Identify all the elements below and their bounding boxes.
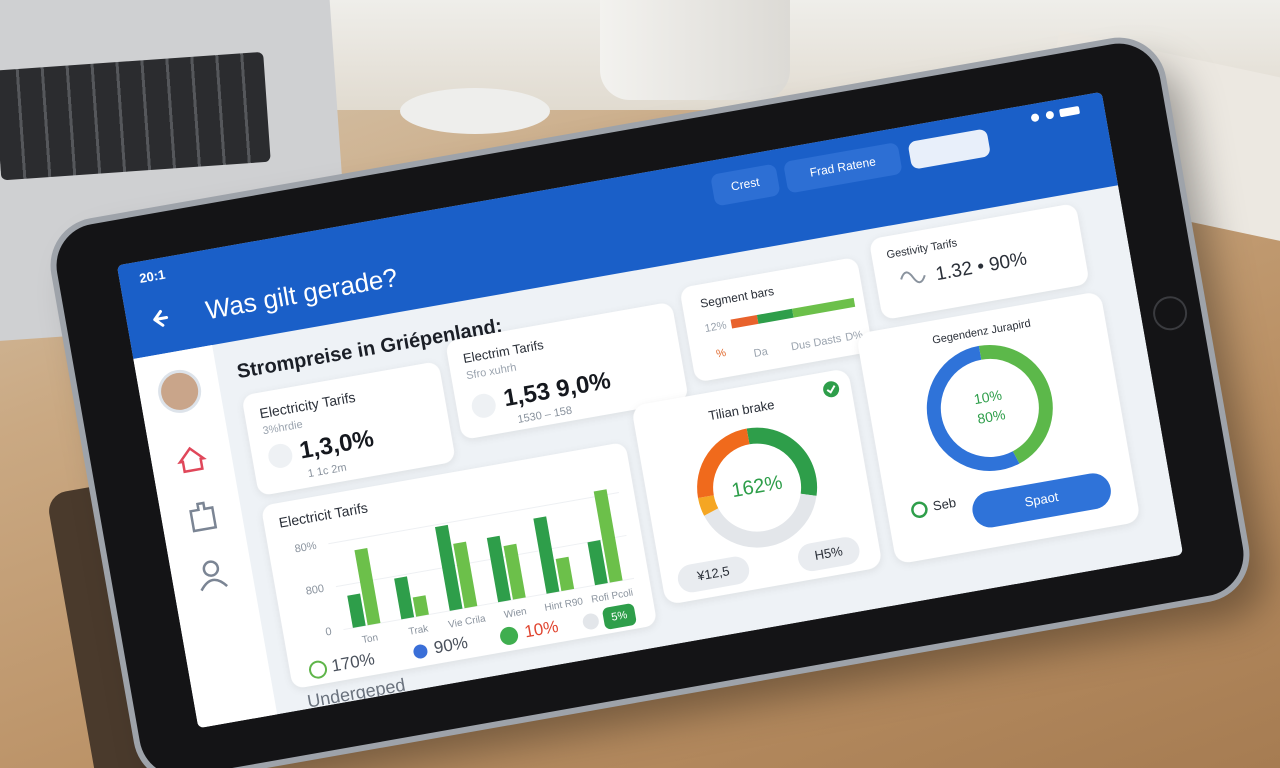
user-icon[interactable]: [197, 560, 229, 592]
home-icon[interactable]: [177, 446, 207, 474]
grid-line: [343, 577, 635, 631]
avatar[interactable]: [156, 368, 202, 414]
segment: [730, 314, 759, 329]
card-label: Da: [753, 346, 770, 360]
pill-button[interactable]: H5%: [796, 535, 862, 573]
y-tick-label: 800: [305, 583, 325, 598]
keyboard: [0, 51, 271, 181]
button-label: Spaot: [1023, 489, 1059, 510]
grid-line: [335, 534, 627, 588]
mouse: [400, 88, 550, 134]
donut-segment: [926, 345, 1020, 471]
card-label: %: [715, 347, 727, 361]
search-pill[interactable]: [907, 128, 991, 169]
donut-segment: [704, 493, 817, 548]
primary-button[interactable]: Spaot: [970, 470, 1114, 530]
bar: [486, 535, 511, 603]
card-label: D%: [844, 329, 864, 344]
pill-label: ¥12,5: [695, 563, 731, 584]
check-icon: [823, 381, 840, 398]
donut-segment: [697, 428, 750, 498]
bar: [412, 595, 429, 617]
cup: [600, 0, 790, 100]
segment: [792, 297, 856, 318]
bar: [347, 593, 366, 628]
card-icon: [471, 393, 496, 418]
segment: [756, 308, 794, 324]
bar: [587, 540, 608, 586]
pill-label: H5%: [813, 543, 844, 563]
button-label: Crest: [730, 175, 761, 194]
bar: [503, 543, 526, 600]
bar: [533, 516, 560, 594]
check-mark: [826, 385, 836, 394]
status-icons: [1031, 106, 1080, 122]
header-button[interactable]: Frad Ratene: [783, 142, 903, 194]
donut: [926, 345, 1053, 471]
tariff-card: [446, 303, 687, 439]
bar: [593, 489, 623, 583]
tariff-card: [870, 204, 1088, 319]
card-icon: [268, 443, 293, 468]
bar: [434, 524, 463, 611]
stat-value: 5%: [610, 609, 628, 624]
bar: [555, 556, 575, 592]
card-icon: [900, 271, 926, 284]
bar: [394, 576, 415, 620]
home-button: [1150, 293, 1190, 333]
grid-line: [328, 492, 619, 545]
back-arrow[interactable]: [153, 310, 169, 327]
card-label: 12%: [704, 319, 728, 335]
screen: 20:1 Was gilt gerade? Crest Frad Ratene: [116, 91, 1184, 729]
bar: [453, 541, 478, 609]
puzzle-icon[interactable]: [189, 501, 218, 533]
status-time: 20:1: [138, 267, 166, 286]
bar: [354, 547, 381, 626]
donut-center: 10%: [973, 387, 1003, 408]
header-button[interactable]: Crest: [710, 164, 781, 207]
donut-segment: [978, 345, 1053, 464]
tariff-card: [243, 362, 455, 495]
segment-bar: [730, 297, 856, 329]
stat-badge: 5%: [582, 603, 637, 630]
sidebar: [133, 345, 278, 729]
stat-item: 10%: [500, 617, 560, 645]
x-tick-label: Trak: [408, 623, 430, 637]
status-label: Seb: [932, 495, 957, 514]
x-tick-label: Wien: [503, 606, 527, 621]
tablet: 20:1 Was gilt gerade? Crest Frad Ratene: [49, 37, 1251, 768]
donut-center: 80%: [976, 406, 1006, 427]
y-tick-label: 0: [325, 626, 333, 639]
pill-button[interactable]: ¥12,5: [676, 554, 752, 594]
status-icon: [911, 501, 928, 518]
donut: [697, 427, 818, 548]
y-tick-label: 80%: [294, 540, 318, 556]
donut-segment: [746, 427, 818, 496]
x-tick-label: Ton: [361, 632, 379, 646]
donut-segment: [698, 494, 719, 516]
